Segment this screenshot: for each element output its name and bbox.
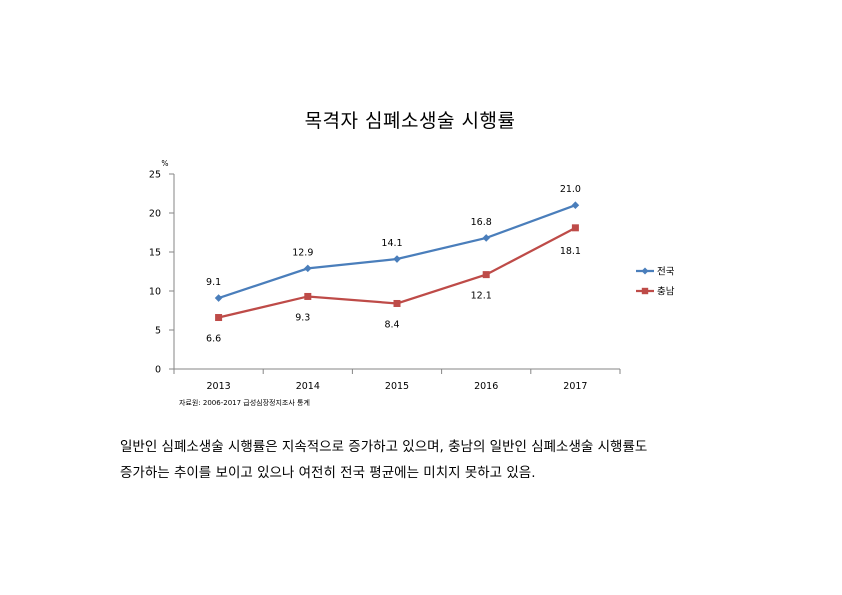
summary-line-1: 일반인 심폐소생술 시행률은 지속적으로 증가하고 있으며, 충남의 일반인 심… [120,439,648,455]
data-point [304,264,312,273]
data-label: 18.1 [560,246,581,257]
data-label: 8.4 [384,319,399,330]
data-label: 9.1 [206,277,221,288]
data-point [215,314,223,322]
y-tick-label: 25 [149,170,161,181]
y-axis-unit: % [161,159,168,168]
data-label: 16.8 [471,217,492,228]
data-point [482,234,490,242]
y-tick-label: 0 [155,365,161,376]
x-tick-label: 2017 [563,381,587,392]
legend-marker [641,287,649,295]
data-point [571,201,580,209]
data-label: 6.6 [206,334,221,345]
x-tick-label: 2015 [385,381,409,392]
data-point [214,294,223,302]
data-point [304,292,312,300]
data-label: 14.1 [381,238,402,249]
legend-label: 전국 [657,267,675,278]
y-tick-label: 15 [149,248,161,259]
y-tick-label: 10 [149,287,161,298]
data-label: 12.1 [471,291,492,302]
data-label: 9.3 [295,312,310,323]
summary-line-2: 증가하는 추이를 보이고 있으나 여전히 전국 평균에는 미치지 못하고 있음. [120,465,536,481]
legend-label: 충남 [657,287,675,298]
data-label: 12.9 [292,247,313,258]
data-point [482,271,490,279]
x-tick-label: 2016 [474,381,498,392]
data-label: 21.0 [560,184,581,195]
y-tick-label: 5 [155,326,161,337]
data-point [571,224,579,232]
y-tick-label: 20 [149,209,161,220]
series-line-1 [218,204,576,300]
chart-title: 목격자 심폐소생술 시행률 [304,110,516,132]
legend-marker [641,267,649,275]
data-point [393,299,401,307]
source-note: 자료원: 2006-2017 급성심장정지조사 통계 [179,398,310,407]
data-point [393,255,401,263]
x-tick-label: 2013 [207,381,231,392]
x-tick-label: 2014 [296,381,320,392]
